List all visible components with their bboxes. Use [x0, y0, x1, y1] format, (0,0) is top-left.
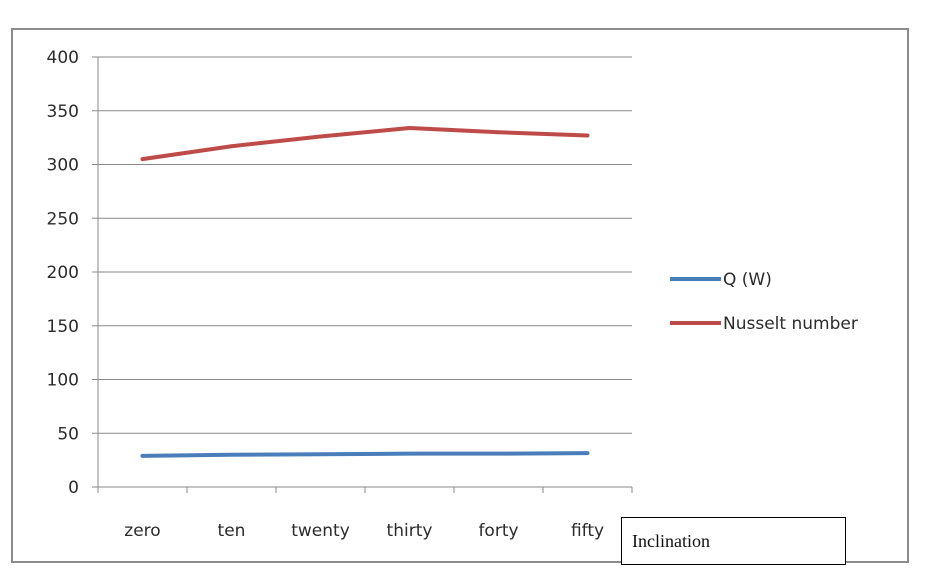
- y-tick-label: 400: [47, 48, 79, 68]
- legend-label-1: Q (W): [723, 270, 772, 290]
- y-tick-label: 0: [68, 478, 79, 498]
- gridlines: [98, 56, 632, 434]
- series-line-2: [140, 125, 590, 162]
- chart-frame: [11, 28, 909, 563]
- y-tick-labels: 0 50 100 150 200 250 300 350 400: [47, 48, 79, 498]
- y-tick-label: 250: [47, 209, 79, 229]
- y-tick-label: 350: [47, 102, 79, 122]
- y-tick-label: 200: [47, 263, 79, 283]
- legend: Q (W) Nusselt number: [670, 270, 858, 334]
- x-tick-label: forty: [478, 521, 518, 541]
- y-tick-label: 300: [47, 156, 79, 176]
- series-lines: [140, 125, 590, 458]
- y-tick-label: 50: [57, 424, 79, 444]
- series-line-1: [140, 451, 590, 458]
- x-tick-label: thirty: [387, 521, 433, 541]
- x-tick-label: fifty: [571, 521, 604, 541]
- y-tick-label: 100: [47, 371, 79, 391]
- legend-label-2: Nusselt number: [723, 314, 858, 334]
- cropped-caption: [0, 563, 939, 579]
- x-axis-title: Inclination: [632, 530, 710, 551]
- x-tick-label: ten: [218, 521, 246, 541]
- x-axis-title-box: Inclination: [621, 517, 846, 565]
- x-tick-label: zero: [124, 521, 160, 541]
- y-tick-label: 150: [47, 317, 79, 337]
- axes: [92, 56, 633, 493]
- x-tick-label: twenty: [291, 521, 350, 541]
- x-tick-labels: zero ten twenty thirty forty fifty: [124, 521, 604, 541]
